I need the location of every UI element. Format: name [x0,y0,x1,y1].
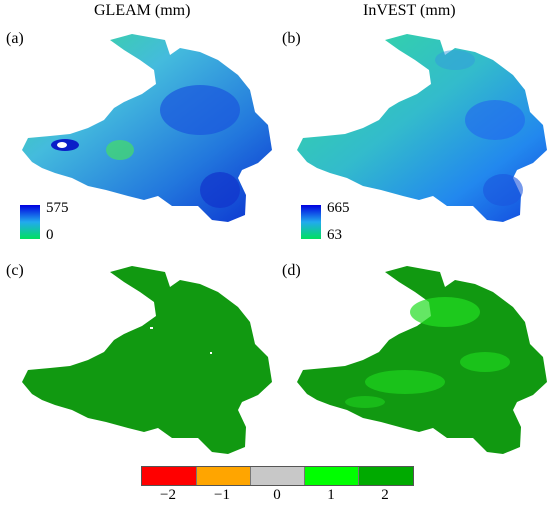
panel-label-c: (c) [6,262,24,279]
category-swatch-2 [359,467,413,485]
category-labels: −2 −1 0 1 2 [141,487,412,507]
map-invest [297,34,547,222]
panel-label-b: (b) [282,30,301,47]
category-label-neg1: −1 [214,487,230,503]
category-colorbar [141,466,414,486]
category-swatch-0 [251,467,305,485]
colorbar-gleam-min: 0 [46,227,54,243]
colorbar-gleam-max: 575 [46,200,69,216]
panel-label-a: (a) [6,30,24,47]
category-label-0: 0 [273,487,281,503]
category-swatch-neg2 [142,467,197,485]
colorbar-invest-min: 63 [327,227,342,243]
category-label-1: 1 [327,487,335,503]
category-swatch-1 [305,467,359,485]
colorbar-invest-max: 665 [327,200,350,216]
map-class-invest [297,266,547,454]
colorbar-invest [301,205,321,239]
colorbar-gleam [20,205,40,239]
panel-label-d: (d) [282,262,301,279]
category-swatch-neg1 [197,467,251,485]
map-class-gleam [22,266,272,454]
title-invest: InVEST (mm) [363,2,456,19]
category-label-neg2: −2 [160,487,176,503]
title-gleam: GLEAM (mm) [94,2,191,19]
category-label-2: 2 [381,487,389,503]
map-gleam [22,34,272,222]
